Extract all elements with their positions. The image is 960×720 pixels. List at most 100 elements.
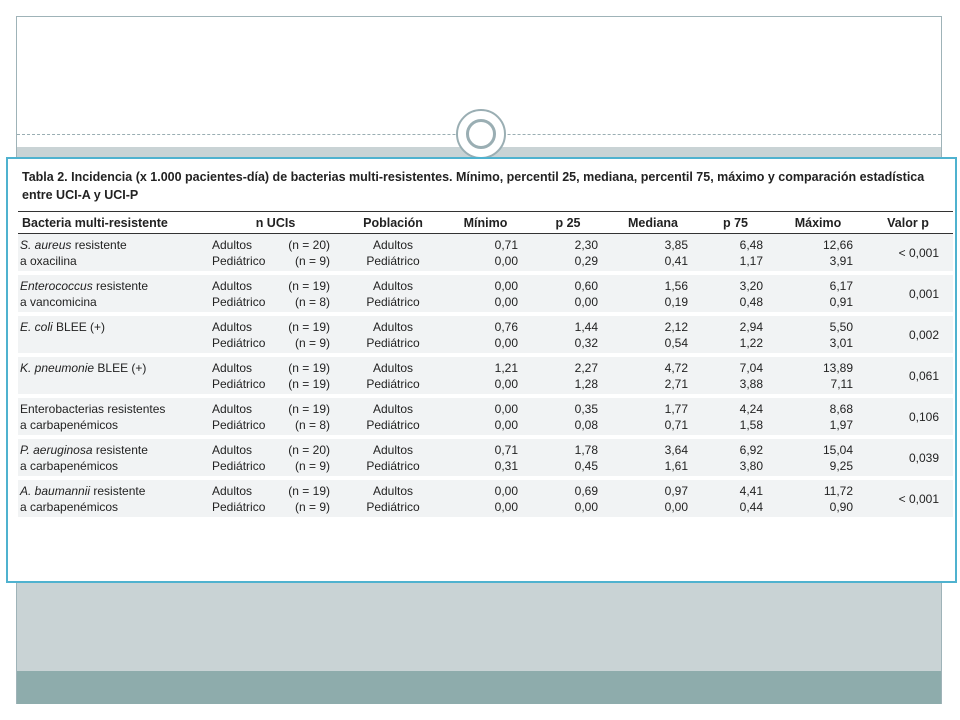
p25-adult: 0,69	[574, 484, 598, 498]
bacteria-name-line2: a oxacilina	[20, 254, 77, 268]
valor-p-cell: 0,001	[863, 275, 953, 316]
bacteria-cell: K. pneumonie BLEE (+)	[18, 357, 208, 398]
n-group-adult: Adultos	[212, 402, 253, 416]
n-value-adult: (n = 19)	[288, 484, 330, 498]
p25-adult: 1,78	[574, 443, 598, 457]
header-p25: p 25	[528, 211, 608, 234]
table-row: Enterococcus resistente a vancomicina Adul…	[18, 275, 953, 316]
p25-cell: 2,30 0,29	[528, 234, 608, 275]
n-group-adult: Adultos	[212, 484, 253, 498]
bacteria-qualifier: resistente	[71, 238, 127, 252]
n-value-ped: (n = 9)	[294, 254, 330, 268]
p75-ped: 0,48	[739, 295, 763, 309]
bacteria-cell: P. aeruginosa resistente a carbapenémicos	[18, 439, 208, 480]
valor-p-cell: 0,002	[863, 316, 953, 357]
table-header-row: Bacteria multi-resistente n UCIs Poblaci…	[18, 211, 953, 234]
poblacion-adult: Adultos	[372, 484, 414, 498]
maximo-cell: 6,17 0,91	[773, 275, 863, 316]
p25-adult: 0,35	[574, 402, 598, 416]
maximo-ped: 1,97	[829, 418, 853, 432]
table-row: Enterobacterias resistentes a carbapenémi…	[18, 398, 953, 439]
poblacion-ped: Pediátrico	[366, 500, 420, 514]
table-row: E. coli BLEE (+) Adultos (n = 19) Pediátric…	[18, 316, 953, 357]
n-value-adult: (n = 19)	[288, 320, 330, 334]
poblacion-cell: Adultos Pediátrico	[343, 234, 443, 275]
minimo-adult: 0,71	[494, 443, 518, 457]
poblacion-ped: Pediátrico	[366, 459, 420, 473]
p75-ped: 1,58	[739, 418, 763, 432]
mediana-adult: 3,64	[664, 443, 688, 457]
minimo-cell: 0,00 0,00	[443, 398, 528, 439]
n-value-ped: (n = 9)	[294, 336, 330, 350]
poblacion-adult: Adultos	[372, 361, 414, 375]
minimo-ped: 0,00	[494, 336, 518, 350]
mediana-ped: 0,54	[664, 336, 688, 350]
p25-adult: 2,30	[574, 238, 598, 252]
n-group-adult: Adultos	[212, 443, 253, 457]
n-ucis-cell: Adultos (n = 19) Pediátrico (n = 8)	[208, 275, 343, 316]
n-value-adult: (n = 19)	[288, 361, 330, 375]
poblacion-adult: Adultos	[372, 443, 414, 457]
p25-cell: 0,60 0,00	[528, 275, 608, 316]
p75-ped: 0,44	[739, 500, 763, 514]
poblacion-ped: Pediátrico	[366, 336, 420, 350]
p25-ped: 0,00	[574, 500, 598, 514]
maximo-adult: 5,50	[829, 320, 853, 334]
maximo-ped: 0,90	[829, 500, 853, 514]
mediana-ped: 2,71	[664, 377, 688, 391]
mediana-adult: 1,56	[664, 279, 688, 293]
p75-ped: 3,80	[739, 459, 763, 473]
maximo-ped: 9,25	[829, 459, 853, 473]
bacteria-species: P. aeruginosa	[20, 443, 93, 457]
p25-adult: 0,60	[574, 279, 598, 293]
n-group-adult: Adultos	[212, 361, 253, 375]
mediana-adult: 1,77	[664, 402, 688, 416]
mediana-ped: 0,41	[664, 254, 688, 268]
p25-ped: 0,29	[574, 254, 598, 268]
maximo-ped: 7,11	[830, 377, 853, 391]
mediana-ped: 0,71	[664, 418, 688, 432]
maximo-cell: 5,50 3,01	[773, 316, 863, 357]
p75-adult: 2,94	[739, 320, 763, 334]
bacteria-species: S. aureus	[20, 238, 72, 252]
n-ucis-cell: Adultos (n = 19) Pediátrico (n = 9)	[208, 480, 343, 521]
bacteria-name: S. aureus resistente	[20, 237, 204, 253]
mediana-cell: 4,72 2,71	[608, 357, 698, 398]
n-value-ped: (n = 9)	[294, 500, 330, 514]
bacteria-cell: Enterobacterias resistentes a carbapenémi…	[18, 398, 208, 439]
header-poblacion: Población	[343, 211, 443, 234]
minimo-adult: 0,00	[494, 402, 518, 416]
poblacion-adult: Adultos	[372, 238, 414, 252]
maximo-adult: 13,89	[822, 361, 853, 375]
mediana-cell: 1,77 0,71	[608, 398, 698, 439]
mediana-cell: 0,97 0,00	[608, 480, 698, 521]
minimo-adult: 1,21	[494, 361, 518, 375]
n-value-ped: (n = 19)	[288, 377, 330, 391]
mediana-cell: 3,85 0,41	[608, 234, 698, 275]
valor-p-cell: < 0,001	[863, 480, 953, 521]
n-group-adult: Adultos	[212, 238, 253, 252]
mediana-adult: 3,85	[664, 238, 688, 252]
valor-p-cell: 0,061	[863, 357, 953, 398]
n-ucis-cell: Adultos (n = 20) Pediátrico (n = 9)	[208, 234, 343, 275]
mediana-ped: 1,61	[664, 459, 688, 473]
p75-cell: 4,41 0,44	[698, 480, 773, 521]
bacteria-name-line2: a carbapenémicos	[20, 418, 119, 432]
minimo-ped: 0,31	[494, 459, 518, 473]
maximo-cell: 12,66 3,91	[773, 234, 863, 275]
maximo-adult: 6,17	[829, 279, 853, 293]
bacteria-cell: S. aureus resistente a oxacilina	[18, 234, 208, 275]
p75-cell: 6,92 3,80	[698, 439, 773, 480]
n-ucis-cell: Adultos (n = 19) Pediátrico (n = 19)	[208, 357, 343, 398]
bacteria-qualifier: Enterobacterias resistentes	[20, 402, 166, 416]
mediana-ped: 0,19	[664, 295, 688, 309]
maximo-adult: 12,66	[822, 238, 853, 252]
p75-adult: 7,04	[739, 361, 763, 375]
poblacion-cell: Adultos Pediátrico	[343, 398, 443, 439]
n-value-ped: (n = 8)	[294, 295, 330, 309]
bacteria-name: E. coli BLEE (+)	[20, 319, 204, 335]
mediana-cell: 2,12 0,54	[608, 316, 698, 357]
n-value-ped: (n = 9)	[294, 459, 330, 473]
minimo-cell: 0,71 0,00	[443, 234, 528, 275]
bacteria-cell: Enterococcus resistente a vancomicina	[18, 275, 208, 316]
